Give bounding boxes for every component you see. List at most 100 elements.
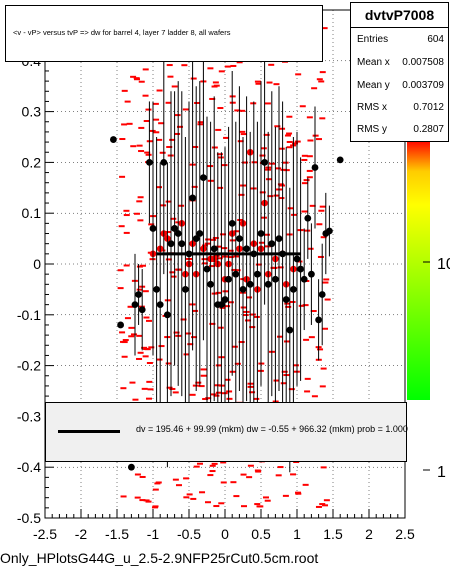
scatter-mark	[317, 255, 324, 258]
scatter-mark	[249, 313, 256, 316]
scatter-mark	[234, 362, 241, 365]
scatter-mark	[138, 150, 145, 153]
scatter-mark	[294, 140, 301, 143]
scatter-mark	[142, 94, 149, 97]
scatter-mark	[121, 341, 128, 344]
stats-label: RMS x	[357, 102, 387, 113]
scatter-mark	[265, 178, 272, 181]
color-scale-bar	[407, 140, 430, 400]
scatter-mark	[146, 380, 153, 383]
scatter-mark	[267, 195, 274, 198]
scatter-mark	[210, 393, 217, 396]
scatter-mark	[277, 266, 284, 269]
scatter-mark	[309, 204, 316, 207]
scatter-mark	[224, 378, 231, 381]
scatter-mark	[286, 146, 293, 149]
scatter-mark	[319, 503, 326, 506]
scatter-mark	[277, 183, 284, 186]
scatter-mark	[298, 304, 305, 307]
scatter-mark	[264, 499, 271, 502]
profile-point	[200, 174, 207, 182]
scatter-mark	[137, 219, 144, 222]
scatter-mark	[227, 256, 234, 259]
scatter-mark	[200, 368, 207, 371]
scatter-mark	[159, 151, 166, 154]
scatter-mark	[141, 346, 148, 349]
scatter-mark	[258, 241, 265, 244]
scatter-mark	[192, 145, 199, 148]
scatter-mark	[318, 80, 325, 83]
scatter-mark	[165, 200, 172, 203]
scatter-mark	[234, 269, 241, 272]
y-tick-label: -0.4	[17, 459, 41, 475]
scatter-mark	[123, 264, 130, 267]
fit-legend-line	[58, 430, 120, 433]
scatter-mark	[217, 186, 224, 189]
scatter-mark	[153, 131, 160, 134]
scatter-mark	[224, 305, 231, 308]
scatter-mark	[216, 245, 223, 248]
fit-legend-box: dv = 195.46 + 99.99 (mkm) dw = -0.55 + 9…	[45, 402, 408, 462]
scatter-mark	[292, 364, 299, 367]
stats-value: 0.7012	[413, 102, 444, 113]
scatter-mark	[143, 120, 150, 123]
stats-row-rms-y: RMS y 0.2807	[355, 119, 444, 140]
scatter-mark	[205, 238, 212, 241]
scatter-mark	[145, 108, 152, 111]
scatter-mark	[307, 247, 314, 250]
scatter-mark	[299, 105, 306, 108]
scatter-mark	[128, 326, 135, 329]
scatter-mark	[191, 336, 198, 339]
scatter-mark	[324, 298, 331, 301]
scatter-mark	[121, 89, 128, 92]
scatter-mark	[227, 249, 234, 252]
scatter-mark	[253, 397, 260, 400]
scatter-mark	[215, 291, 222, 294]
scatter-mark	[283, 169, 290, 172]
scatter-mark	[279, 127, 286, 130]
scatter-mark	[316, 223, 323, 226]
scatter-mark	[158, 122, 165, 125]
profile-point	[282, 296, 290, 303]
scatter-mark	[200, 374, 207, 377]
scatter-mark	[172, 478, 179, 481]
scatter-mark	[306, 116, 313, 119]
scatter-mark	[238, 193, 245, 196]
scatter-mark	[127, 305, 134, 308]
profile-point	[110, 136, 117, 143]
y-tick-label: 0.2	[22, 154, 42, 170]
scatter-mark	[263, 233, 270, 236]
scatter-mark	[166, 64, 173, 67]
profile-point	[167, 240, 175, 248]
x-tick-label: 1	[293, 526, 301, 542]
scatter-mark	[233, 255, 240, 258]
scatter-mark	[209, 470, 216, 473]
y-tick-label: 0.3	[22, 104, 42, 120]
scatter-mark	[201, 244, 208, 247]
scatter-mark	[174, 132, 181, 135]
scatter-mark	[219, 233, 226, 236]
scatter-mark	[141, 387, 148, 390]
scatter-mark	[217, 156, 224, 159]
scatter-mark	[211, 146, 218, 149]
scatter-mark	[263, 133, 270, 136]
scatter-mark	[145, 153, 152, 156]
scatter-mark	[284, 340, 291, 343]
scatter-mark	[211, 292, 218, 295]
scatter-mark	[239, 130, 246, 133]
profile-point	[189, 194, 197, 202]
scatter-mark	[209, 322, 216, 325]
stats-value: 0.2807	[413, 124, 444, 135]
scatter-mark	[175, 484, 182, 487]
scatter-mark	[304, 390, 311, 393]
scatter-mark	[250, 102, 257, 105]
scatter-mark	[122, 339, 129, 342]
scatter-mark	[279, 184, 286, 187]
scatter-mark	[233, 230, 240, 233]
scatter-mark	[318, 209, 325, 212]
scatter-mark	[277, 335, 284, 338]
scatter-mark	[264, 245, 271, 248]
scatter-mark	[212, 81, 219, 84]
scatter-mark	[134, 78, 141, 81]
scatter-mark	[237, 218, 244, 221]
